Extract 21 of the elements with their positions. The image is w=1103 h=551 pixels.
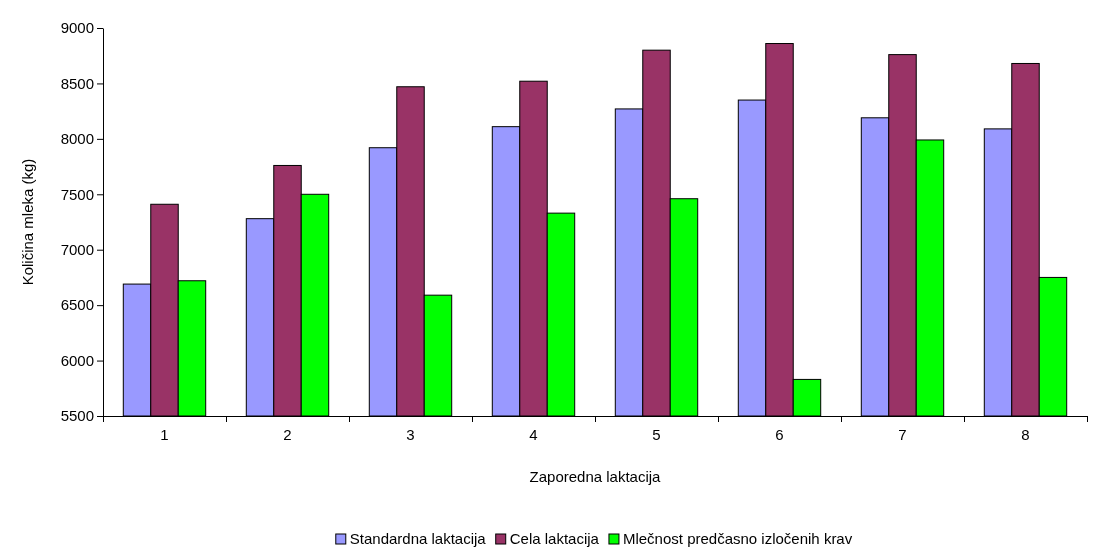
legend-label: Mlečnost predčasno izločenih krav: [622, 530, 853, 547]
legend-label: Standardna laktacija: [349, 530, 487, 547]
y-tick-label: 9000: [60, 19, 94, 37]
x-tick-label: 6: [775, 426, 784, 443]
x-tick-label: 1: [160, 426, 169, 443]
y-tick-label: 8500: [60, 74, 94, 92]
x-tick-label: 2: [283, 426, 292, 443]
y-tick-label: 7500: [60, 185, 94, 203]
y-tick-label: 8000: [60, 130, 94, 148]
y-tick-label: 6500: [60, 296, 94, 314]
x-axis-title: Zaporedna laktacija: [529, 468, 662, 485]
legend-label: Cela laktacija: [509, 530, 600, 547]
y-tick-label: 6000: [60, 351, 94, 369]
x-tick-label: 8: [1021, 426, 1030, 443]
x-tick-label: 5: [652, 426, 661, 443]
y-tick-label: 7000: [60, 241, 94, 259]
y-axis-title: Količina mleka (kg): [19, 158, 36, 286]
x-tick-label: 7: [898, 426, 907, 443]
y-tick-label: 5500: [60, 407, 94, 425]
x-tick-label: 3: [406, 426, 415, 443]
x-tick-label: 4: [529, 426, 538, 443]
